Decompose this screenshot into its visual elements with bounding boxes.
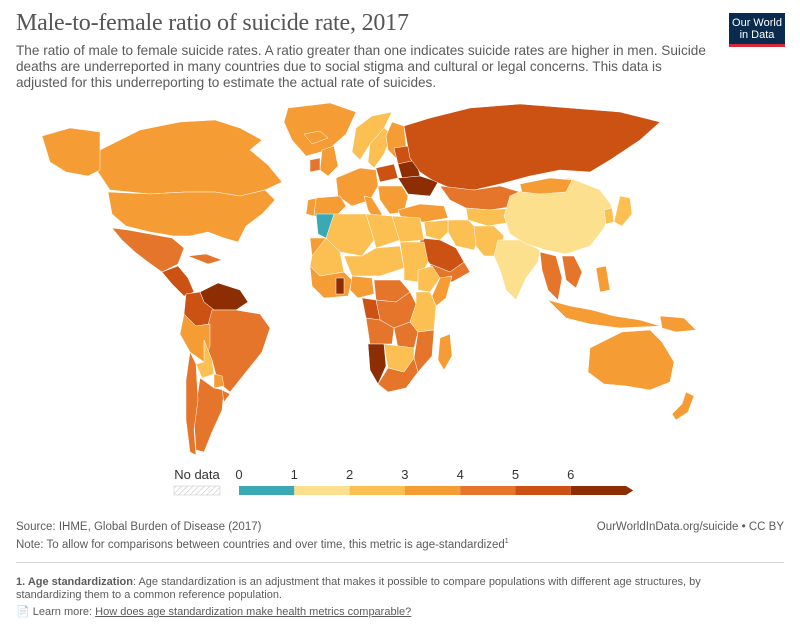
- owid-logo[interactable]: Our World in Data: [729, 13, 785, 47]
- footnote: 1. Age standardization: Age standardizat…: [16, 576, 756, 602]
- country-uruguay[interactable]: Uruguay: [221, 389, 231, 403]
- country-libya[interactable]: Libya: [365, 213, 401, 249]
- learn-more: 📄 Learn more: How does age standardizati…: [16, 605, 411, 618]
- country-alaska[interactable]: Alaska: [41, 127, 101, 177]
- legend-tick-2: 2: [346, 467, 353, 482]
- source-text: Source: IHME, Global Burden of Disease (…: [16, 521, 262, 533]
- attribution-link[interactable]: OurWorldInData.org/suicide • CC BY: [596, 521, 784, 533]
- country-poland[interactable]: Poland: [375, 163, 399, 183]
- country-iraq-syria[interactable]: Iraq / Syria: [423, 219, 449, 241]
- country-chile[interactable]: Chile: [185, 351, 199, 456]
- country-nigeria[interactable]: Nigeria: [349, 275, 375, 299]
- legend-tick-1: 1: [291, 467, 298, 482]
- country-ukraine[interactable]: Ukraine: [397, 175, 439, 197]
- country-namibia[interactable]: Namibia: [367, 343, 387, 385]
- country-mozambique[interactable]: Mozambique: [413, 329, 435, 373]
- country-canada[interactable]: Canada: [97, 119, 283, 197]
- legend-bin-2[interactable]: [349, 486, 405, 495]
- country-china[interactable]: China: [503, 177, 613, 255]
- country-united-kingdom[interactable]: United Kingdom: [319, 145, 339, 177]
- note-body: Note: To allow for comparisons between c…: [16, 538, 505, 551]
- country-bolivia[interactable]: Bolivia: [195, 339, 215, 379]
- country-central-america[interactable]: Central America: [161, 265, 195, 297]
- country-cuba[interactable]: Cuba: [187, 253, 223, 265]
- country-india[interactable]: India: [493, 239, 541, 301]
- country-mexico[interactable]: Mexico: [111, 227, 185, 273]
- country-paraguay[interactable]: Paraguay: [213, 373, 225, 389]
- document-icon: 📄: [16, 606, 30, 618]
- legend-bin-5[interactable]: [515, 486, 571, 495]
- country-ghana[interactable]: Ghana: [335, 277, 345, 295]
- country-philippines[interactable]: Philippines: [595, 265, 611, 293]
- country-south-africa[interactable]: South Africa: [377, 357, 419, 393]
- chart-title: Male-to-female ratio of suicide rate, 20…: [16, 10, 409, 36]
- country-zambia[interactable]: Zambia: [393, 321, 419, 349]
- legend-bin-6[interactable]: [570, 486, 634, 495]
- country-angola[interactable]: Angola: [365, 317, 395, 345]
- country-madagascar[interactable]: Madagascar: [437, 333, 453, 371]
- country-korea[interactable]: Korea: [603, 207, 615, 225]
- legend-no-data-swatch: [173, 485, 221, 496]
- legend-no-data-label: No data: [174, 467, 220, 482]
- country-portugal[interactable]: Portugal: [305, 197, 317, 217]
- country-vietnam-laos[interactable]: Vietnam / Laos: [561, 255, 583, 289]
- country-egypt[interactable]: Egypt: [391, 215, 425, 243]
- country-myanmar-thailand[interactable]: Myanmar / Thailand: [539, 251, 563, 301]
- logo-line-2: in Data: [739, 29, 775, 41]
- country-kenya-tanzania[interactable]: Kenya / Tanzania: [409, 291, 437, 333]
- legend-tick-4: 4: [457, 467, 464, 482]
- learn-more-prefix: Learn more:: [32, 606, 96, 618]
- footer-divider: [16, 562, 784, 563]
- country-mongolia[interactable]: Mongolia: [519, 177, 573, 195]
- country-united-states[interactable]: United States: [107, 189, 276, 243]
- country-iceland[interactable]: Iceland: [303, 130, 329, 145]
- country-australia[interactable]: Australia: [587, 329, 675, 391]
- country-papua-new-guinea[interactable]: Papua New Guinea: [659, 315, 697, 333]
- note-superscript: 1: [504, 538, 509, 545]
- country-japan[interactable]: Japan: [613, 195, 633, 227]
- country-russia[interactable]: Russia: [403, 103, 661, 191]
- legend-bin-0[interactable]: [239, 486, 295, 495]
- country-sweden[interactable]: Sweden: [367, 127, 393, 169]
- legend-bin-1[interactable]: [294, 486, 350, 495]
- legend-bin-3[interactable]: [404, 486, 461, 495]
- legend-bin-4[interactable]: [460, 486, 516, 495]
- legend-tick-5: 5: [512, 467, 519, 482]
- country-argentina[interactable]: Argentina: [193, 377, 225, 453]
- legend-tick-6: 6: [567, 467, 574, 482]
- world-map: CanadaUnited StatesGreenland Alaska Mexico…: [41, 102, 697, 456]
- legend-tick-0: 0: [235, 467, 242, 482]
- learn-more-link[interactable]: How does age standardization make health…: [95, 606, 412, 618]
- country-greenland[interactable]: Greenland: [283, 102, 357, 157]
- country-new-zealand[interactable]: New Zealand: [671, 391, 695, 421]
- logo-line-1: Our World: [732, 17, 782, 29]
- note-text: Note: To allow for comparisons between c…: [16, 538, 509, 551]
- chart-subtitle: The ratio of male to female suicide rate…: [16, 43, 706, 90]
- legend-tick-3: 3: [401, 467, 408, 482]
- footnote-term: 1. Age standardization: [16, 576, 133, 588]
- country-niger-chad[interactable]: Niger / Chad: [343, 245, 405, 277]
- country-indonesia[interactable]: Indonesia: [547, 299, 661, 329]
- country-somalia[interactable]: Somalia: [431, 275, 453, 307]
- footnote-text: : Age standardization is an adjustment t…: [16, 576, 701, 601]
- country-ethiopia[interactable]: Ethiopia: [417, 265, 441, 293]
- country-ireland[interactable]: Ireland: [309, 157, 321, 173]
